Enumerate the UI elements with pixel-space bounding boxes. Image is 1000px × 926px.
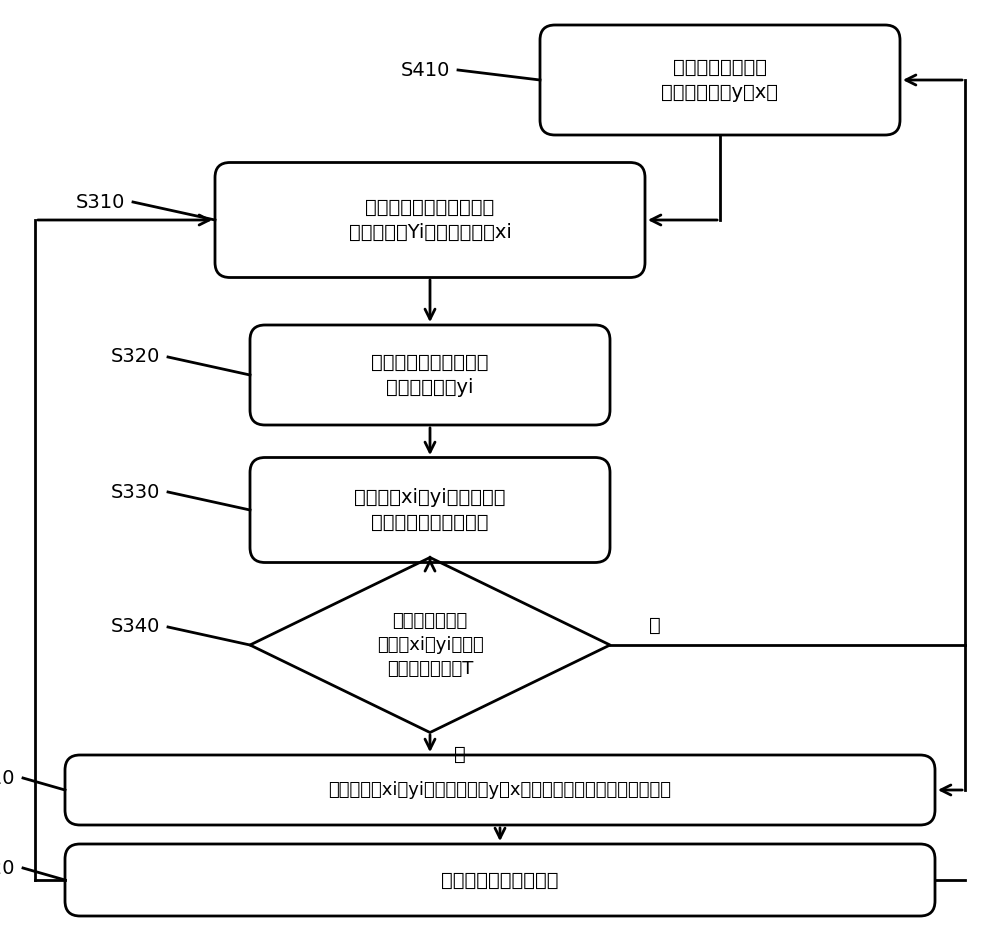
Text: 将数据（xi，yi）按照球管
高压参数进行分组归类: 将数据（xi，yi）按照球管 高压参数进行分组归类 bbox=[354, 488, 506, 532]
FancyBboxPatch shape bbox=[65, 844, 935, 916]
Text: S510: S510 bbox=[0, 769, 15, 787]
FancyBboxPatch shape bbox=[250, 325, 610, 425]
Text: S410: S410 bbox=[401, 60, 450, 80]
Text: S340: S340 bbox=[111, 618, 160, 636]
Text: 基于初始曲线和目标设置
的球管电流Yi确定灯丝电流xi: 基于初始曲线和目标设置 的球管电流Yi确定灯丝电流xi bbox=[349, 198, 511, 242]
Polygon shape bbox=[250, 557, 610, 732]
Text: 是: 是 bbox=[649, 616, 661, 634]
Text: 否: 否 bbox=[454, 745, 466, 764]
Text: S330: S330 bbox=[111, 482, 160, 502]
FancyBboxPatch shape bbox=[540, 25, 900, 135]
FancyBboxPatch shape bbox=[215, 162, 645, 278]
Text: 某分组归类下的
数据（xi，yi）个数
是否小于或等于T: 某分组归类下的 数据（xi，yi）个数 是否小于或等于T bbox=[377, 612, 483, 678]
Text: S310: S310 bbox=[76, 193, 125, 211]
Text: S520: S520 bbox=[0, 858, 15, 878]
Text: 更新曲线作为初始曲线: 更新曲线作为初始曲线 bbox=[441, 870, 559, 890]
Text: 对初始曲线分段地
建立数据模型y（x）: 对初始曲线分段地 建立数据模型y（x） bbox=[662, 58, 778, 102]
Text: S320: S320 bbox=[111, 347, 160, 367]
Text: 采集实际工作过程中的
实际球管电流yi: 采集实际工作过程中的 实际球管电流yi bbox=[371, 353, 489, 397]
FancyBboxPatch shape bbox=[250, 457, 610, 562]
Text: 基于数据（xi，yi）和数据模型y（x）更新初始曲线以得到更新曲线: 基于数据（xi，yi）和数据模型y（x）更新初始曲线以得到更新曲线 bbox=[328, 781, 672, 799]
FancyBboxPatch shape bbox=[65, 755, 935, 825]
